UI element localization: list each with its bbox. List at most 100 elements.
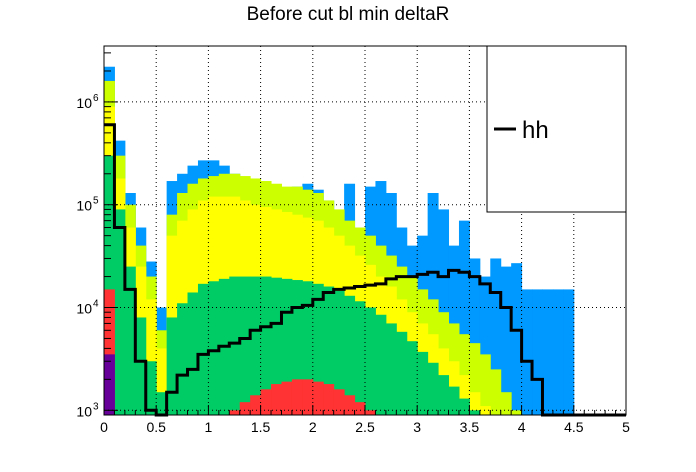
bar-layer-3-bin-10 [208,281,220,415]
x-tick-label-9: 4.5 [564,419,584,435]
bar-layer-2-bin-5 [156,348,168,415]
bar-layer-2-bin-36 [479,406,491,415]
bar-layer-4-bin-12 [229,410,241,415]
bar-layer-3-bin-31 [427,362,439,415]
bar-layer-3-bin-20 [312,283,324,415]
bar-layer-0-bin-44 [563,289,575,415]
bar-layer-3-bin-21 [323,286,335,415]
y-tick-label-3: 10 [76,95,92,111]
bar-layer-0-bin-43 [552,289,564,415]
bar-layer-3-bin-35 [469,410,481,415]
y-tick-exponent-3: 6 [93,93,99,104]
bar-layer-3-bin-30 [417,351,429,415]
bar-layer-4-bin-16 [271,384,282,415]
x-tick-label-10: 5 [622,419,630,435]
bar-layer-1-bin-36 [479,354,491,415]
bar-layer-4-bin-21 [323,384,335,415]
y-tick-exponent-0: 3 [93,401,99,412]
bar-layer-3-bin-22 [333,290,345,415]
bar-layer-3-bin-32 [438,375,450,415]
y-tick-exponent-1: 4 [93,299,99,310]
bar-layer-4-bin-14 [250,395,262,415]
bar-layer-4-bin-20 [312,381,324,415]
bar-layer-4-bin-22 [333,389,345,415]
chart-title: Before cut bl min deltaR [246,4,450,25]
bar-layer-4-bin-13 [239,402,251,415]
x-tick-label-8: 4 [518,419,526,435]
x-tick-label-1: 0.5 [146,419,166,435]
bar-layer-0-bin-42 [542,289,554,415]
bar-layer-3-bin-1 [114,209,126,415]
x-tick-label-4: 2 [309,419,317,435]
bar-layer-3-bin-14 [250,276,262,415]
legend-label-hh: hh [522,117,549,144]
bar-layer-4-bin-24 [354,402,366,415]
bar-layer-0-bin-35 [469,258,481,415]
x-tick-label-0: 0 [100,419,108,435]
bar-layer-3-bin-7 [177,303,189,415]
x-tick-label-3: 1.5 [251,419,271,435]
bar-layer-3-bin-13 [239,276,251,415]
bar-layer-4-bin-17 [281,381,293,415]
bar-layer-3-bin-16 [271,277,282,415]
bar-layer-1-bin-38 [500,392,512,415]
bar-layer-3-bin-5 [156,392,168,415]
bar-layer-3-bin-8 [187,292,199,415]
bar-layer-3-bin-18 [291,280,303,415]
legend: hh [486,45,627,213]
bar-layer-3-bin-33 [448,386,460,415]
bar-layer-3-bin-28 [396,331,408,415]
bar-layer-0-bin-37 [490,258,502,415]
bar-layer-5-bin-0 [104,354,115,415]
y-tick-label-2: 10 [76,198,92,214]
bar-layer-3-bin-19 [302,281,314,415]
bar-layer-4-bin-19 [302,379,314,415]
bar-layer-3-bin-9 [197,283,209,415]
bar-layer-4-bin-0 [104,289,115,415]
hh-series-line [104,123,626,417]
stacked-histogram-bars [104,66,575,416]
bar-layer-3-bin-23 [344,295,356,415]
bar-layer-1-bin-34 [458,334,470,415]
bar-layer-3-bin-12 [229,276,241,415]
bar-layer-1-bin-39 [511,410,523,415]
bar-layer-3-bin-17 [281,278,293,415]
x-tick-label-7: 3.5 [460,419,480,435]
bar-layer-3-bin-27 [385,323,397,415]
bar-layer-0-bin-34 [458,220,470,415]
bar-layer-4-bin-23 [344,395,356,415]
bar-layer-3-bin-2 [124,266,136,415]
y-tick-exponent-2: 5 [93,196,99,207]
y-tick-label-0: 10 [76,403,92,419]
bar-layer-4-bin-25 [365,410,376,415]
y-tick-label-1: 10 [76,301,92,317]
bar-layer-4-bin-15 [260,389,272,415]
bar-layer-2-bin-35 [469,392,481,415]
bar-layer-2-bin-34 [458,375,470,415]
x-tick-label-6: 3 [413,419,421,435]
bar-layer-3-bin-3 [135,317,147,415]
bar-layer-3-bin-4 [145,361,157,415]
bar-layer-3-bin-29 [406,341,418,415]
x-axis-ticks: 0 0.5 1 1.5 2 2.5 3 3.5 4 4.5 5 [100,405,630,435]
bar-layer-0-bin-40 [521,289,533,415]
bar-layer-0-bin-38 [500,266,512,415]
bar-layer-3-bin-24 [354,301,366,415]
bar-layer-3-bin-15 [260,276,272,415]
bar-layer-3-bin-6 [166,317,178,415]
bar-layer-3-bin-34 [458,398,470,415]
bar-layer-3-bin-0 [104,155,115,416]
bar-layer-4-bin-18 [291,379,303,415]
bar-layer-2-bin-4 [145,299,157,415]
bar-layer-0-bin-41 [532,289,543,415]
bar-layer-0-bin-36 [479,276,491,415]
bar-layer-0-bin-39 [511,263,523,415]
bar-layer-1-bin-35 [469,343,481,415]
bar-layer-1-bin-37 [490,369,502,415]
x-tick-label-2: 1 [205,419,213,435]
bar-layer-3-bin-26 [375,314,387,415]
bar-layer-0-bin-32 [438,209,450,415]
x-tick-label-5: 2.5 [355,419,375,435]
